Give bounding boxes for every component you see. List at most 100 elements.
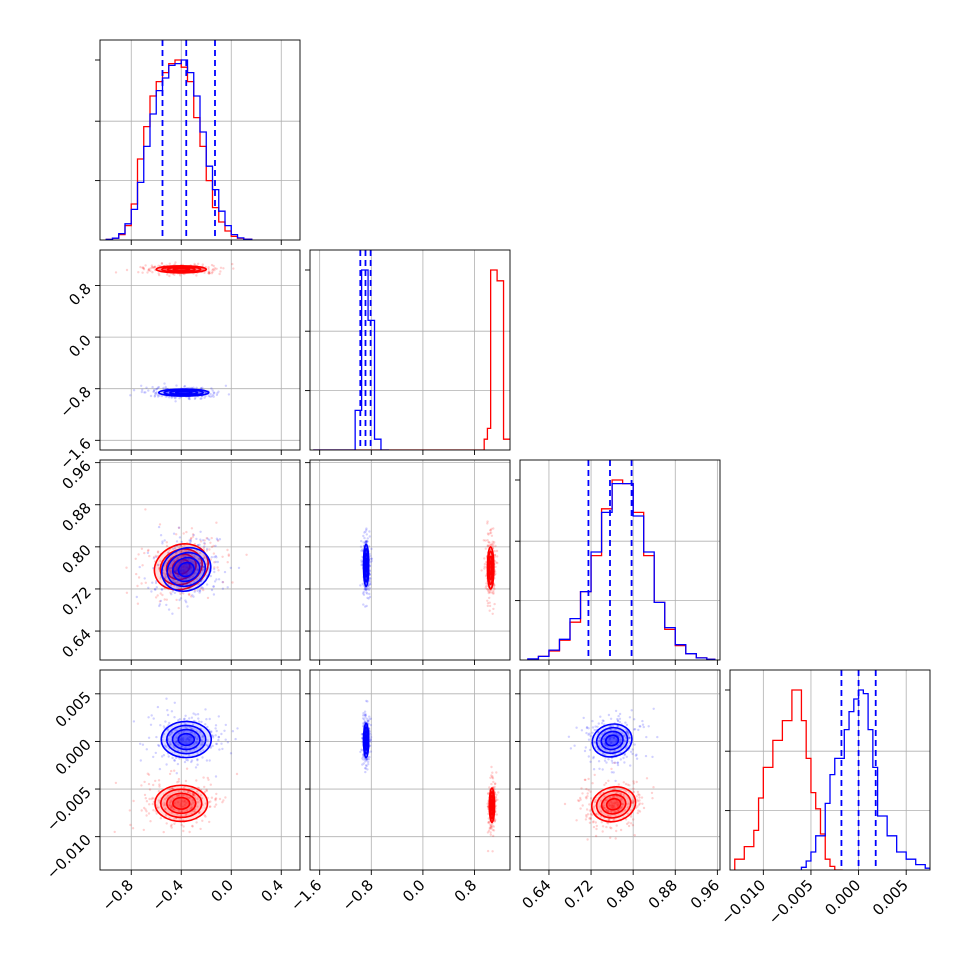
scatter-point xyxy=(608,737,611,740)
scatter-point xyxy=(210,536,213,540)
scatter-point xyxy=(201,578,204,581)
scatter-point xyxy=(627,824,631,828)
scatter-point xyxy=(652,786,655,789)
scatter-point xyxy=(156,551,160,554)
scatter-point xyxy=(171,576,175,579)
scatter-point xyxy=(203,541,206,545)
scatter-point xyxy=(181,566,185,569)
scatter-point xyxy=(200,587,203,590)
scatter-point xyxy=(179,803,182,807)
scatter-point xyxy=(365,764,368,768)
scatter-point xyxy=(164,813,168,817)
scatter-point xyxy=(193,590,196,593)
contour-blue xyxy=(364,734,368,747)
y-tick-label: 0.000 xyxy=(52,736,95,779)
scatter-point xyxy=(166,713,170,717)
scatter-point xyxy=(623,789,626,792)
scatter-point xyxy=(179,597,183,600)
scatter-point xyxy=(365,540,368,543)
scatter-point xyxy=(613,818,616,821)
scatter-point xyxy=(196,758,199,761)
scatter-point xyxy=(619,792,623,795)
scatter-point xyxy=(193,262,196,266)
scatter-point xyxy=(603,807,606,810)
scatter-point xyxy=(199,540,203,543)
scatter-point xyxy=(226,586,229,589)
scatter-point xyxy=(633,718,636,721)
scatter-point xyxy=(175,566,178,569)
scatter-point xyxy=(211,744,214,748)
scatter-point xyxy=(626,730,629,734)
scatter-point xyxy=(366,719,369,723)
density-red xyxy=(591,786,637,823)
scatter-point xyxy=(154,596,158,599)
scatter-point xyxy=(231,262,234,266)
scatter-point xyxy=(215,742,219,746)
x-tick-label: 0.8 xyxy=(451,876,481,906)
panel-content xyxy=(359,520,499,615)
scatter-point xyxy=(491,544,494,547)
scatter-point xyxy=(221,555,224,558)
scatter-point xyxy=(480,569,483,572)
scatter-point xyxy=(362,590,365,594)
scatter-point xyxy=(591,731,594,734)
scatter-point xyxy=(199,580,203,583)
contour-blue xyxy=(169,389,199,396)
x-tick-label: 0.80 xyxy=(603,876,639,912)
scatter-point xyxy=(494,795,498,799)
scatter-point xyxy=(172,532,176,535)
scatter-point xyxy=(187,396,190,399)
scatter-point xyxy=(488,786,491,789)
panel-1-0: −1.6−0.80.00.8 xyxy=(56,249,301,473)
scatter-point xyxy=(198,589,201,592)
scatter-point xyxy=(605,809,608,812)
scatter-point xyxy=(630,709,633,712)
scatter-point xyxy=(366,540,369,543)
scatter-point xyxy=(364,764,368,767)
scatter-point xyxy=(488,590,491,593)
scatter-point xyxy=(176,556,180,560)
scatter-point xyxy=(365,699,368,703)
scatter-point xyxy=(143,780,146,784)
scatter-point xyxy=(191,799,194,802)
scatter-point xyxy=(182,568,186,571)
scatter-point xyxy=(174,400,177,403)
scatter-point xyxy=(146,271,149,274)
scatter-point xyxy=(147,782,151,786)
scatter-point xyxy=(217,736,220,739)
scatter-point xyxy=(495,549,499,553)
scatter-point xyxy=(493,602,496,606)
scatter-point xyxy=(189,595,193,598)
scatter-point xyxy=(612,804,615,808)
scatter-point xyxy=(160,262,164,265)
scatter-point xyxy=(486,805,490,808)
scatter-point xyxy=(196,759,199,762)
scatter-point xyxy=(209,541,212,544)
scatter-point xyxy=(211,269,214,272)
scatter-point xyxy=(157,743,160,747)
scatter-point xyxy=(152,557,156,560)
scatter-point xyxy=(628,716,632,719)
scatter-point xyxy=(368,587,371,590)
scatter-point xyxy=(370,557,374,560)
scatter-point xyxy=(584,796,588,799)
scatter-point xyxy=(490,782,493,786)
scatter-point xyxy=(209,805,212,808)
scatter-point xyxy=(596,725,599,728)
scatter-point xyxy=(492,834,495,838)
scatter-point xyxy=(189,792,192,795)
scatter-point xyxy=(159,577,162,580)
scatter-point xyxy=(616,761,620,764)
scatter-point xyxy=(201,740,205,744)
scatter-point xyxy=(637,728,640,732)
scatter-point xyxy=(592,755,595,759)
scatter-point xyxy=(154,588,157,591)
scatter-point xyxy=(219,266,223,269)
scatter-point xyxy=(484,586,487,589)
scatter-point xyxy=(156,395,160,398)
scatter-point xyxy=(157,779,161,782)
scatter-point xyxy=(589,816,592,820)
scatter-point xyxy=(173,273,176,276)
scatter-point xyxy=(171,787,175,790)
scatter-point xyxy=(209,395,212,398)
